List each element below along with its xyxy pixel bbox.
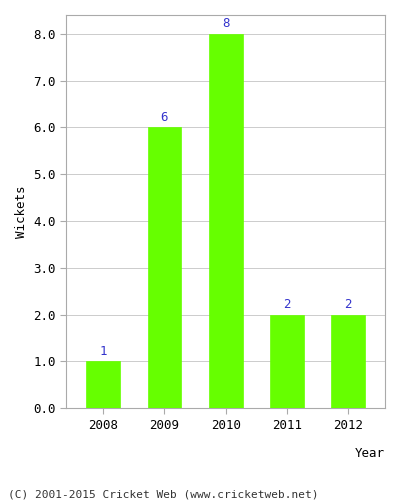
Bar xyxy=(86,362,120,408)
Text: 1: 1 xyxy=(100,344,107,358)
Text: 2: 2 xyxy=(283,298,291,311)
Bar xyxy=(209,34,242,408)
Bar xyxy=(270,314,304,408)
Y-axis label: Wickets: Wickets xyxy=(15,186,28,238)
Bar xyxy=(332,314,365,408)
Text: Year: Year xyxy=(355,447,385,460)
Text: 6: 6 xyxy=(161,110,168,124)
Text: 2: 2 xyxy=(344,298,352,311)
Text: 8: 8 xyxy=(222,17,230,30)
Text: (C) 2001-2015 Cricket Web (www.cricketweb.net): (C) 2001-2015 Cricket Web (www.cricketwe… xyxy=(8,490,318,500)
Bar xyxy=(148,128,181,408)
